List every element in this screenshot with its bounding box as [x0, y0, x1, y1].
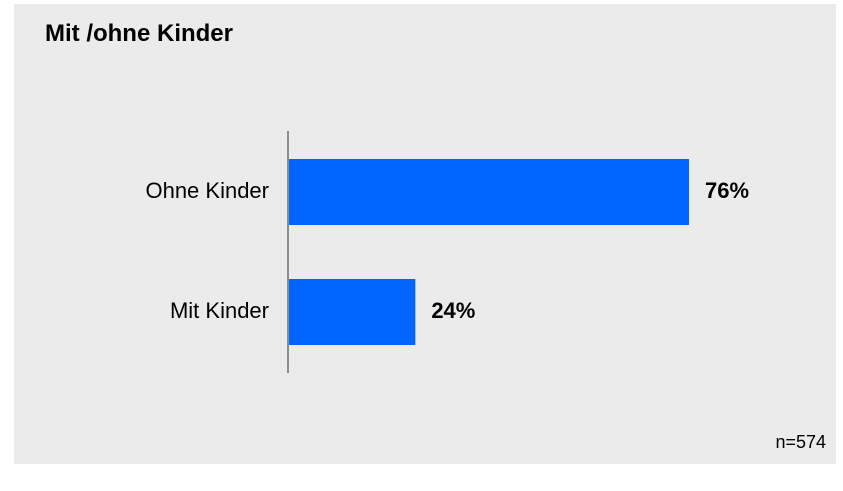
chart-panel: Mit /ohne Kinder Ohne Kinder 76% Mit Kinde…	[14, 4, 836, 464]
sample-size-note: n=574	[775, 432, 826, 452]
bar-chart: Ohne Kinder 76% Mit Kinder 24%	[145, 131, 749, 373]
bars-layer: Ohne Kinder 76% Mit Kinder 24%	[145, 159, 749, 345]
chart-title: Mit /ohne Kinder	[45, 20, 233, 47]
category-label-0: Ohne Kinder	[145, 178, 269, 203]
value-label-1: 24%	[431, 298, 475, 323]
category-label-1: Mit Kinder	[170, 298, 269, 323]
bar-0	[289, 159, 689, 225]
value-label-0: 76%	[705, 178, 749, 203]
bar-1	[289, 279, 416, 345]
